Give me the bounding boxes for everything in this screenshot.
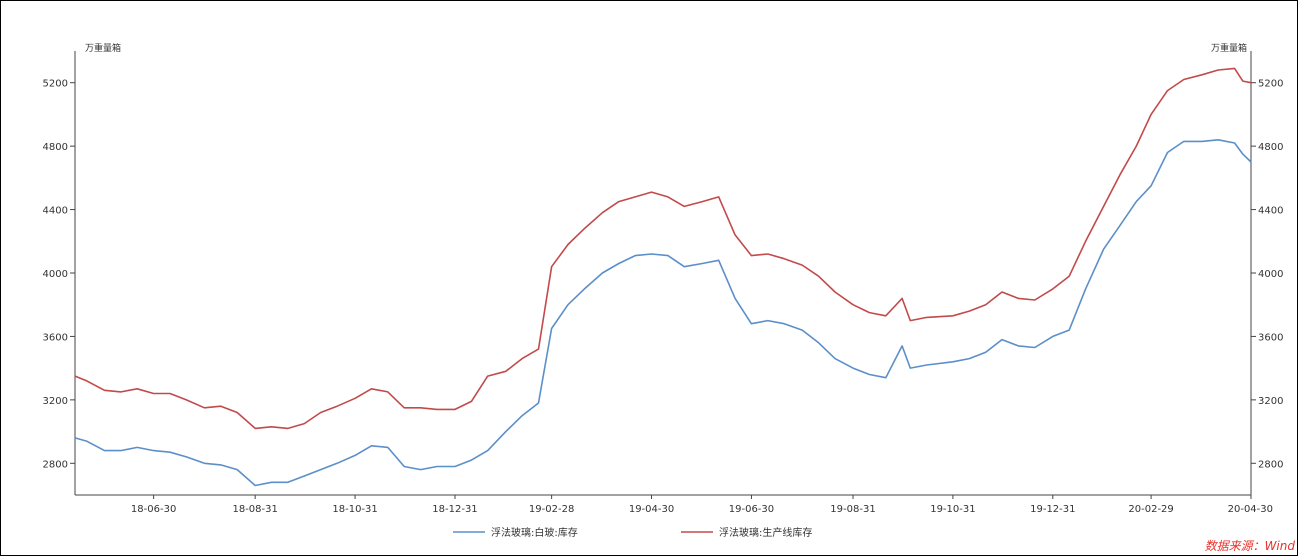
x-tick-label: 19-06-30 xyxy=(729,504,774,515)
y-tick-label-left: 5200 xyxy=(43,79,68,90)
x-tick-label: 20-04-30 xyxy=(1228,504,1273,515)
left-axis-unit-label: 万重量箱 xyxy=(85,42,121,54)
y-tick-label-left: 3200 xyxy=(43,396,68,407)
x-tick-label: 18-10-31 xyxy=(332,504,377,515)
y-tick-label-right: 4000 xyxy=(1258,269,1283,280)
legend-label-2: 浮法玻璃:生产线库存 xyxy=(719,526,812,539)
legend-label-1: 浮法玻璃:白玻:库存 xyxy=(491,526,578,539)
y-tick-label-left: 2800 xyxy=(43,459,68,470)
right-axis-unit-label: 万重量箱 xyxy=(1211,42,1247,54)
x-tick-label: 20-02-29 xyxy=(1128,504,1173,515)
x-ticks: 18-06-30 18-08-31 18-10-31 18-12-31 19-02-28… xyxy=(131,495,1273,515)
y-ticks: 2800 2800 3200 3200 3600 3600 4000 4000 4400 4400… xyxy=(43,79,1284,471)
y-tick-label-right: 2800 xyxy=(1258,459,1283,470)
x-tick-label: 19-08-31 xyxy=(830,504,875,515)
legend: 浮法玻璃:白玻:库存 浮法玻璃:生产线库存 xyxy=(453,526,812,539)
x-tick-label: 19-02-28 xyxy=(529,504,574,515)
y-tick-label-left: 4000 xyxy=(43,269,68,280)
x-tick-label: 19-04-30 xyxy=(629,504,674,515)
series-line-2 xyxy=(74,67,1252,430)
y-tick-label-right: 3600 xyxy=(1258,332,1283,343)
y-tick-label-right: 5200 xyxy=(1258,79,1283,90)
y-tick-label-left: 4800 xyxy=(43,142,68,153)
y-tick-label-right: 4400 xyxy=(1258,206,1283,217)
x-tick-label: 18-08-31 xyxy=(232,504,277,515)
source-note: 数据来源：Wind xyxy=(1205,539,1296,553)
y-tick-label-right: 4800 xyxy=(1258,142,1283,153)
x-tick-label: 19-12-31 xyxy=(1030,504,1075,515)
y-tick-label-right: 3200 xyxy=(1258,396,1283,407)
y-tick-label-left: 3600 xyxy=(43,332,68,343)
x-tick-label: 19-10-31 xyxy=(930,504,975,515)
y-tick-label-left: 4400 xyxy=(43,206,68,217)
series-line-1 xyxy=(74,139,1252,487)
x-tick-label: 18-06-30 xyxy=(131,504,176,515)
series-lines xyxy=(74,67,1252,487)
x-tick-label: 18-12-31 xyxy=(432,504,477,515)
